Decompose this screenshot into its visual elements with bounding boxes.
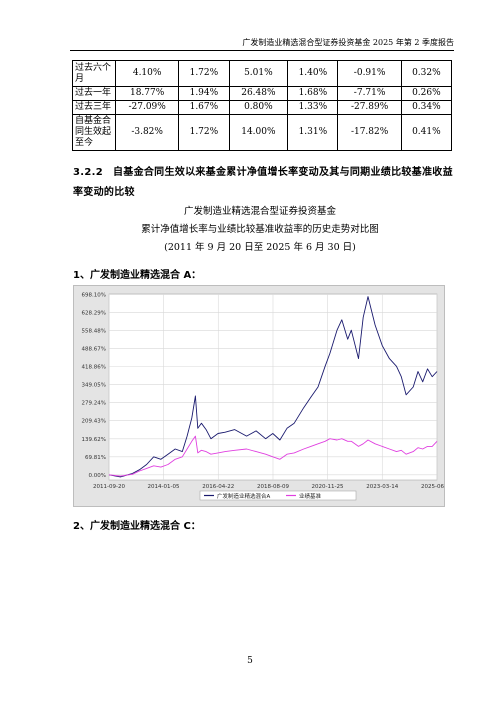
header-divider [70, 50, 454, 51]
chart-frame: 698.10% 628.29% 558.48% 488.67% 418.86% 349.0… [73, 285, 453, 507]
y-tick-label: 279.24% [82, 401, 106, 407]
table-cell: 5.01% [228, 60, 289, 87]
row-label: 自基金合同生效起至今 [72, 114, 116, 151]
y-tick-label: 69.81% [85, 455, 106, 461]
y-tick-label: 558.48% [82, 329, 106, 335]
table-cell: 0.34% [400, 100, 453, 115]
x-tick-label: 2025-06-30 [421, 484, 444, 490]
chart-legend: 广发制造业精选混合A 业绩基准 [199, 490, 357, 501]
subsection-c-heading: 2、广发制造业精选混合 C： [73, 521, 201, 532]
x-tick-label: 2011-09-20 [93, 484, 125, 490]
table-cell: 14.00% [228, 114, 289, 151]
table-row: 过去一年 18.77% 1.94% 26.48% 1.68% -7.71% 0.… [72, 86, 453, 101]
page-number: 5 [247, 656, 253, 666]
x-tick-label: 2014-01-05 [148, 484, 180, 490]
y-tick-label: 139.62% [82, 437, 106, 443]
y-axis-ticks: 698.10% 628.29% 558.48% 488.67% 418.86% 349.0… [82, 292, 106, 478]
table-cell: 26.48% [228, 86, 289, 101]
subsection-a-heading: 1、广发制造业精选混合 A： [73, 270, 202, 281]
table-cell: 1.72% [178, 114, 230, 151]
x-tick-label: 2020-11-25 [312, 484, 344, 490]
table-row: 自基金合同生效起至今 -3.82% 1.72% 14.00% 1.31% -17… [72, 114, 453, 151]
chart-title-line3: (2011 年 9 月 20 日至 2025 年 6 月 30 日) [164, 242, 356, 253]
table-cell: 0.41% [400, 114, 453, 151]
legend-label: 广发制造业精选混合A [217, 492, 271, 500]
x-tick-label: 2016-04-22 [202, 484, 234, 490]
section-number: 3.2.2 [73, 167, 103, 178]
table-cell: 1.40% [287, 60, 339, 87]
table-cell: 18.77% [114, 86, 180, 101]
table-cell: 1.67% [178, 100, 230, 115]
y-tick-label: 418.86% [82, 365, 106, 371]
table-cell: 1.72% [178, 60, 230, 87]
x-axis-ticks: 2011-09-20 2014-01-05 2016-04-22 2018-08-09… [93, 484, 453, 490]
table-cell: 0.80% [228, 100, 289, 115]
table-cell: -7.71% [337, 86, 402, 101]
section-title: 自基金合同生效以来基金累计净值增长率变动及其与同期业绩比较基准收益率变动的比较 [73, 167, 453, 198]
row-label: 过去一年 [72, 86, 116, 101]
table-row: 过去三年 -27.09% 1.67% 0.80% 1.33% -27.89% 0… [72, 100, 453, 115]
table-cell: 0.32% [400, 60, 453, 87]
x-tick-label: 2023-03-14 [366, 484, 398, 490]
y-tick-label: 628.29% [82, 311, 106, 317]
table-cell: -27.09% [114, 100, 180, 115]
y-tick-label: 698.10% [82, 292, 106, 298]
benchmark-series-line [108, 435, 438, 477]
page-header: 广发制造业精选混合型证券投资基金 2025 年第 2 季度报告 [242, 38, 454, 47]
section-heading: 3.2.2 自基金合同生效以来基金累计净值增长率变动及其与同期业绩比较基准收益率变… [73, 163, 458, 203]
chart-caption: 广发制造业精选混合型证券投资基金 累计净值增长率与业绩比较基准收益率的历史走势对… [60, 203, 460, 257]
table-cell: -27.89% [337, 100, 402, 115]
y-tick-label: 349.05% [82, 383, 106, 389]
table-cell: 4.10% [114, 60, 180, 87]
performance-table: 过去六个月 4.10% 1.72% 5.01% 1.40% -0.91% 0.3… [72, 60, 453, 151]
row-label: 过去六个月 [72, 60, 116, 87]
series-lines [108, 296, 438, 478]
y-tick-label: 488.67% [82, 347, 106, 353]
legend-label: 业绩基准 [299, 492, 322, 500]
table-cell: 0.26% [400, 86, 453, 101]
chart-title-line1: 广发制造业精选混合型证券投资基金 [183, 206, 336, 217]
table-cell: 1.94% [178, 86, 230, 101]
table-cell: 1.31% [287, 114, 339, 151]
table-cell: -0.91% [337, 60, 402, 87]
y-tick-label: 0.00% [89, 473, 106, 479]
table-cell: 1.33% [287, 100, 339, 115]
table-row: 过去六个月 4.10% 1.72% 5.01% 1.40% -0.91% 0.3… [72, 60, 453, 87]
y-tick-label: 209.43% [82, 419, 106, 425]
table-cell: -17.82% [337, 114, 402, 151]
legend-box [199, 490, 357, 501]
table-cell: -3.82% [114, 114, 180, 151]
fund-series-line [108, 296, 438, 478]
x-tick-label: 2018-08-09 [257, 484, 289, 490]
table-cell: 1.68% [287, 86, 339, 101]
row-label: 过去三年 [72, 100, 116, 115]
performance-chart: 698.10% 628.29% 558.48% 488.67% 418.86% 349.0… [82, 292, 453, 501]
chart-title-line2: 累计净值增长率与业绩比较基准收益率的历史走势对比图 [141, 224, 379, 235]
